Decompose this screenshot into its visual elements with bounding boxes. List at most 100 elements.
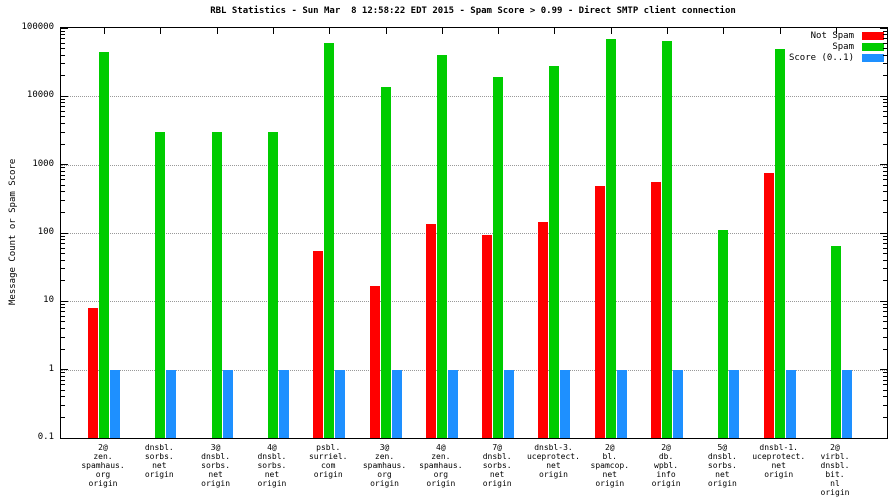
bar-score-0-1 [560, 369, 571, 438]
x-axis-label: psbl. surriel. com origin [308, 443, 348, 479]
bar-spam [605, 38, 616, 438]
y-minor-tick-mark [61, 311, 65, 313]
y-tick-mark [61, 437, 68, 439]
y-minor-tick-mark [61, 106, 65, 108]
bar-spam [324, 43, 335, 438]
y-minor-tick-mark [61, 54, 65, 56]
gridline [61, 164, 887, 166]
legend-item: Spam [789, 41, 884, 52]
bar-spam [662, 40, 673, 438]
y-minor-tick-mark [883, 253, 887, 255]
x-tick-mark [104, 28, 105, 34]
y-minor-tick-mark [61, 42, 65, 44]
bar-not-spam [763, 173, 774, 438]
y-tick-mark [880, 164, 887, 166]
y-minor-tick-mark [61, 116, 65, 118]
bar-score-0-1 [616, 369, 627, 438]
y-minor-tick-mark [61, 389, 65, 391]
y-minor-tick-mark [883, 38, 887, 40]
bar-spam [211, 132, 222, 438]
y-minor-tick-mark [61, 280, 65, 282]
y-minor-tick-mark [883, 243, 887, 245]
y-minor-tick-mark [883, 123, 887, 125]
y-tick-label: 100 [37, 227, 54, 237]
x-axis-label: 3@ zen. spamhaus. org origin [362, 443, 407, 488]
y-minor-tick-mark [883, 268, 887, 270]
bar-spam [493, 77, 504, 438]
bar-spam [436, 55, 447, 438]
y-minor-tick-mark [61, 30, 65, 32]
x-tick-mark [272, 28, 274, 34]
y-minor-tick-mark [883, 98, 887, 100]
y-minor-tick-mark [883, 131, 887, 133]
y-minor-tick-mark [883, 167, 887, 169]
bar-not-spam [482, 234, 493, 438]
bar-spam [718, 230, 729, 438]
y-minor-tick-mark [61, 348, 65, 350]
bar-score-0-1 [110, 369, 120, 438]
bar-not-spam [538, 221, 549, 438]
chart-title: RBL Statistics - Sun Mar 8 12:58:22 EDT … [210, 6, 736, 16]
y-minor-tick-mark [883, 30, 887, 32]
y-tick-mark [880, 369, 887, 371]
legend-item: Not Spam [789, 30, 884, 41]
y-minor-tick-mark [883, 311, 887, 313]
legend-swatch [862, 31, 884, 40]
y-minor-tick-mark [883, 191, 887, 193]
y-minor-tick-mark [61, 416, 65, 418]
y-minor-tick-mark [61, 174, 65, 176]
y-minor-tick-mark [883, 389, 887, 391]
y-tick-mark [61, 232, 68, 234]
y-minor-tick-mark [883, 416, 887, 418]
bar-not-spam [369, 285, 380, 438]
y-minor-tick-mark [883, 211, 887, 213]
y-minor-tick-mark [61, 303, 65, 305]
y-minor-tick-mark [61, 184, 65, 186]
y-minor-tick-mark [61, 179, 65, 181]
y-minor-tick-mark [61, 239, 65, 241]
legend-swatch [862, 42, 884, 51]
y-tick-mark [880, 95, 887, 97]
x-tick-mark [554, 28, 556, 34]
y-minor-tick-mark [883, 102, 887, 104]
y-minor-tick-mark [883, 235, 887, 237]
x-axis-label: dnsbl-3. uceprotect. net origin [526, 443, 580, 479]
y-tick-label: 0.1 [37, 432, 54, 442]
bar-score-0-1 [166, 369, 177, 438]
y-minor-tick-mark [61, 384, 65, 386]
y-minor-tick-mark [61, 404, 65, 406]
legend-label: Score (0..1) [788, 52, 854, 63]
y-minor-tick-mark [883, 34, 887, 36]
gridline [61, 233, 887, 234]
bar-score-0-1 [222, 369, 233, 438]
bar-spam [549, 65, 560, 438]
legend-label: Not Spam [810, 30, 854, 41]
bar-score-0-1 [447, 369, 458, 438]
y-minor-tick-mark [61, 243, 65, 245]
y-tick-mark [61, 27, 68, 29]
bar-score-0-1 [673, 369, 684, 438]
y-minor-tick-mark [883, 321, 887, 323]
bar-spam [774, 48, 785, 438]
legend-label: Spam [832, 41, 854, 52]
x-tick-mark [329, 28, 331, 34]
y-minor-tick-mark [883, 110, 887, 112]
x-axis-label: 5@ dnsbl. sorbs. net origin [707, 443, 737, 488]
y-minor-tick-mark [61, 259, 65, 261]
y-minor-tick-mark [61, 235, 65, 237]
y-minor-tick-mark [883, 348, 887, 350]
y-minor-tick-mark [883, 280, 887, 282]
bar-spam [380, 87, 391, 438]
y-minor-tick-mark [61, 34, 65, 36]
y-minor-tick-mark [883, 48, 887, 50]
y-minor-tick-mark [61, 199, 65, 201]
y-minor-tick-mark [883, 307, 887, 309]
bar-spam [831, 245, 841, 438]
bar-score-0-1 [278, 369, 289, 438]
y-tick-label: 10 [43, 295, 54, 306]
y-minor-tick-mark [61, 110, 65, 112]
x-axis-label: 4@ dnsbl. sorbs. net origin [257, 443, 287, 488]
x-tick-mark [610, 28, 612, 34]
bar-not-spam [425, 224, 436, 438]
y-tick-mark [880, 232, 887, 234]
